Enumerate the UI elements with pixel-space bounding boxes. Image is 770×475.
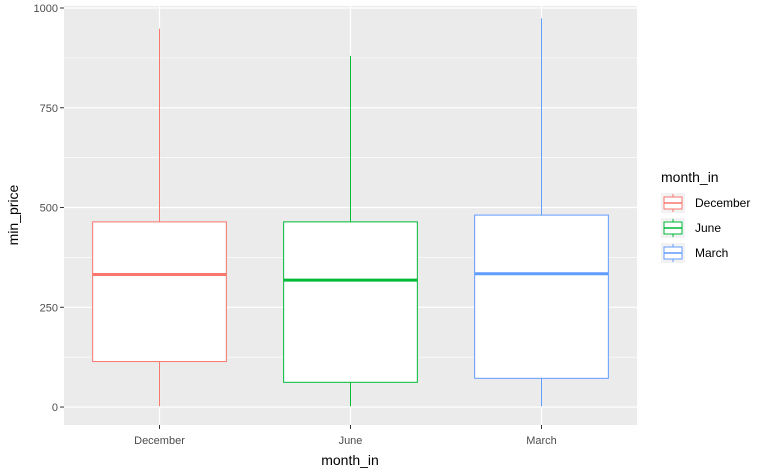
y-tick-label: 0	[52, 402, 58, 414]
x-axis-ticks: December June March	[134, 425, 557, 447]
y-tick-label: 500	[40, 203, 58, 215]
x-tick-label: June	[339, 435, 363, 447]
box-december	[92, 28, 227, 407]
box-body	[474, 214, 609, 379]
x-tick-label: March	[526, 435, 557, 447]
legend-title: month_in	[661, 169, 719, 185]
legend-label: March	[695, 246, 728, 260]
y-axis-ticks: 0 250 500 750 1000	[34, 3, 64, 414]
legend-label: June	[695, 221, 721, 235]
y-tick-label: 750	[40, 103, 58, 115]
box-body	[92, 221, 227, 363]
box-series	[92, 18, 609, 407]
legend-entry-june: June	[661, 218, 721, 238]
box-june	[283, 55, 418, 407]
x-axis-title: month_in	[321, 452, 379, 468]
box-body	[283, 221, 418, 383]
legend: month_in December June March	[661, 169, 750, 263]
legend-entry-march: March	[661, 243, 728, 263]
y-axis-title: min_price	[5, 184, 21, 245]
y-tick-label: 250	[40, 302, 58, 314]
box-march	[474, 18, 609, 407]
legend-label: December	[695, 196, 750, 210]
x-tick-label: December	[134, 435, 185, 447]
legend-entry-december: December	[661, 193, 750, 213]
y-tick-label: 1000	[34, 3, 58, 15]
